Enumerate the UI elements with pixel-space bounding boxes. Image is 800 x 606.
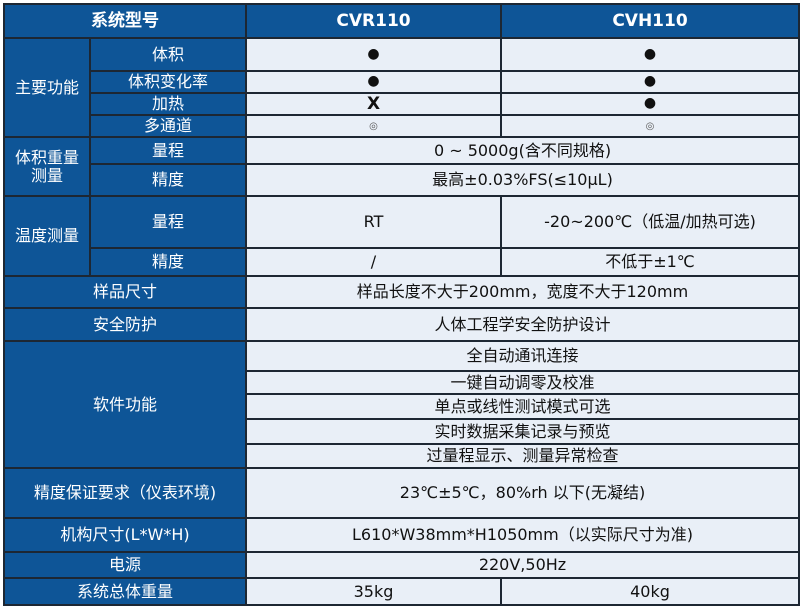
cell-cvh: ● [500,37,800,72]
table-row: 温度测量 量程 RT -20~200℃（低温/加热可选) [3,195,800,277]
header-row: 系统型号 CVR110 CVH110 [3,3,800,39]
software-item: 全自动通讯连接 [245,340,800,372]
table-row: 样品尺寸 样品长度不大于200mm，宽度不大于120mm [3,275,800,309]
table-row: 机构尺寸(L*W*H) L610*W38mm*H1050mm（以实际尺寸为准) [3,517,800,553]
cell-cvh: ● [500,70,800,94]
cell-cvh: 不低于±1℃ [500,247,800,277]
table-row: 安全防护 人体工程学安全防护设计 [3,307,800,342]
table-row: 电源 220V,50Hz [3,551,800,579]
table-row: 主要功能 体积 ● ● [3,37,800,138]
table-row: 多通道 ◎ ◎ [4,114,800,138]
header-model-cvh: CVH110 [500,3,800,39]
cell-cvr: ● [245,70,502,94]
cell-value: L610*W38mm*H1050mm（以实际尺寸为准) [245,517,800,553]
cell-value: 样品长度不大于200mm，宽度不大于120mm [245,275,800,309]
cell-cvh: -20~200℃（低温/加热可选) [500,195,800,249]
software-item: 单点或线性测试模式可选 [245,393,800,420]
row-label: 精度保证要求（仪表环境) [3,467,247,519]
row-label: 体积变化率 [89,70,247,94]
cell-value: 23℃±5℃，80%rh 以下(无凝结) [245,467,800,519]
row-label: 加热 [89,92,247,116]
row-label: 电源 [3,551,247,579]
cell-value: 0 ~ 5000g(含不同规格) [245,136,800,165]
cell-cvh: 40kg [500,577,800,606]
cell-cvr: X [245,92,502,116]
group-main-functions: 主要功能 [3,37,91,138]
software-item: 实时数据采集记录与预览 [245,418,800,445]
cell-value: 人体工程学安全防护设计 [245,307,800,342]
row-label: 多通道 [89,114,247,138]
table-row: 精度 最高±0.03%FS(≤10μL) [4,163,800,197]
cell-value: 最高±0.03%FS(≤10μL) [245,163,800,197]
row-label: 机构尺寸(L*W*H) [3,517,247,553]
table-row: 加热 X ● [4,92,800,116]
table-row: 单点或线性测试模式可选 [4,393,800,420]
header-model-cvr: CVR110 [245,3,502,39]
row-label: 精度 [89,163,247,197]
cell-cvr: RT [245,195,502,249]
table-row: 一键自动调零及校准 [4,370,800,395]
cell-cvr: / [245,247,502,277]
table-row: 精度保证要求（仪表环境) 23℃±5℃，80%rh 以下(无凝结) [3,467,800,519]
cell-cvr: ◎ [245,114,502,138]
table-row: 精度 / 不低于±1℃ [4,247,800,277]
row-label: 软件功能 [3,340,247,469]
software-item: 一键自动调零及校准 [245,370,800,395]
cell-cvr: ● [245,37,502,72]
row-label: 量程 [89,195,247,249]
table-row: 实时数据采集记录与预览 [4,418,800,445]
table-row: 软件功能 全自动通讯连接 [3,340,800,469]
cell-cvr: 35kg [245,577,502,606]
cell-value: 220V,50Hz [245,551,800,579]
group-volume-weight: 体积重量测量 [3,136,91,197]
row-label: 量程 [89,136,247,165]
header-label: 系统型号 [3,3,247,39]
row-label: 精度 [89,247,247,277]
cell-cvh: ● [500,92,800,116]
table-row: 体积变化率 ● ● [4,70,800,94]
row-label: 样品尺寸 [3,275,247,309]
table-row: 过量程显示、测量异常检查 [4,443,800,469]
row-label: 体积 [89,37,247,72]
software-item: 过量程显示、测量异常检查 [245,443,800,469]
spec-table: 系统型号 CVR110 CVH110 主要功能 体积 ● ● 体积变化率 ● ●… [3,3,800,606]
group-temperature: 温度测量 [3,195,91,277]
row-label: 系统总体重量 [3,577,247,606]
row-label: 安全防护 [3,307,247,342]
cell-cvh: ◎ [500,114,800,138]
table-row: 体积重量测量 量程 0 ~ 5000g(含不同规格) [3,136,800,197]
table-row: 系统总体重量 35kg 40kg [3,577,800,606]
